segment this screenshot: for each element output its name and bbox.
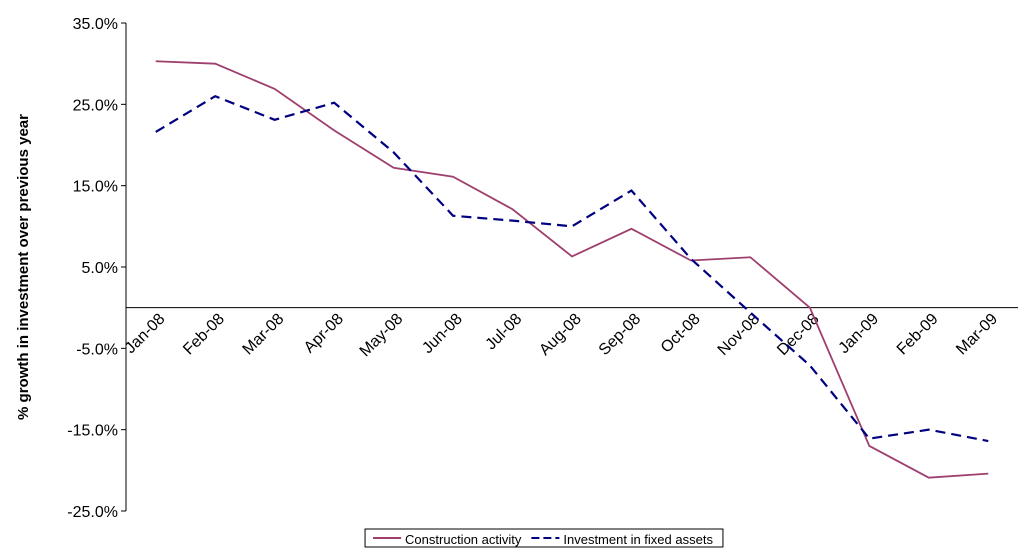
data-line [155, 94, 989, 443]
x-tick-label: Jul-08 [483, 310, 526, 353]
x-tick-label: Aug-08 [536, 310, 585, 359]
x-tick-label: Apr-08 [301, 310, 347, 356]
y-axis-label: % growth in investment over previous yea… [15, 114, 32, 420]
x-tick-label: Mar-09 [953, 310, 1001, 358]
y-tick-label: -5.0% [76, 341, 118, 358]
x-tick-label: Jun-08 [419, 310, 466, 357]
x-tick-label: Jan-08 [122, 310, 169, 357]
x-tick-label: Sep-08 [596, 310, 645, 359]
legend: Construction activity Investment in fixed… [364, 528, 724, 548]
y-tick-label: 15.0% [73, 179, 118, 196]
y-tick-label: -25.0% [67, 504, 118, 521]
data-line [155, 60, 989, 479]
y-tick-label: -15.0% [67, 423, 118, 440]
x-tick-label: May-08 [357, 310, 407, 360]
x-tick-label: Oct-08 [658, 310, 704, 356]
x-tick-label: Feb-09 [894, 310, 942, 358]
x-tick-label: Feb-08 [180, 310, 228, 358]
legend-label: Construction activity [405, 532, 522, 547]
y-tick-label: 35.0% [73, 16, 118, 33]
x-tick-label: Mar-08 [240, 310, 288, 358]
y-tick-label: 5.0% [82, 260, 118, 277]
y-tick-label: 25.0% [73, 97, 118, 114]
legend-label: Investment in fixed assets [563, 532, 713, 547]
x-tick-label: Jan-09 [836, 310, 883, 357]
x-tick-label: Dec-08 [774, 310, 823, 359]
